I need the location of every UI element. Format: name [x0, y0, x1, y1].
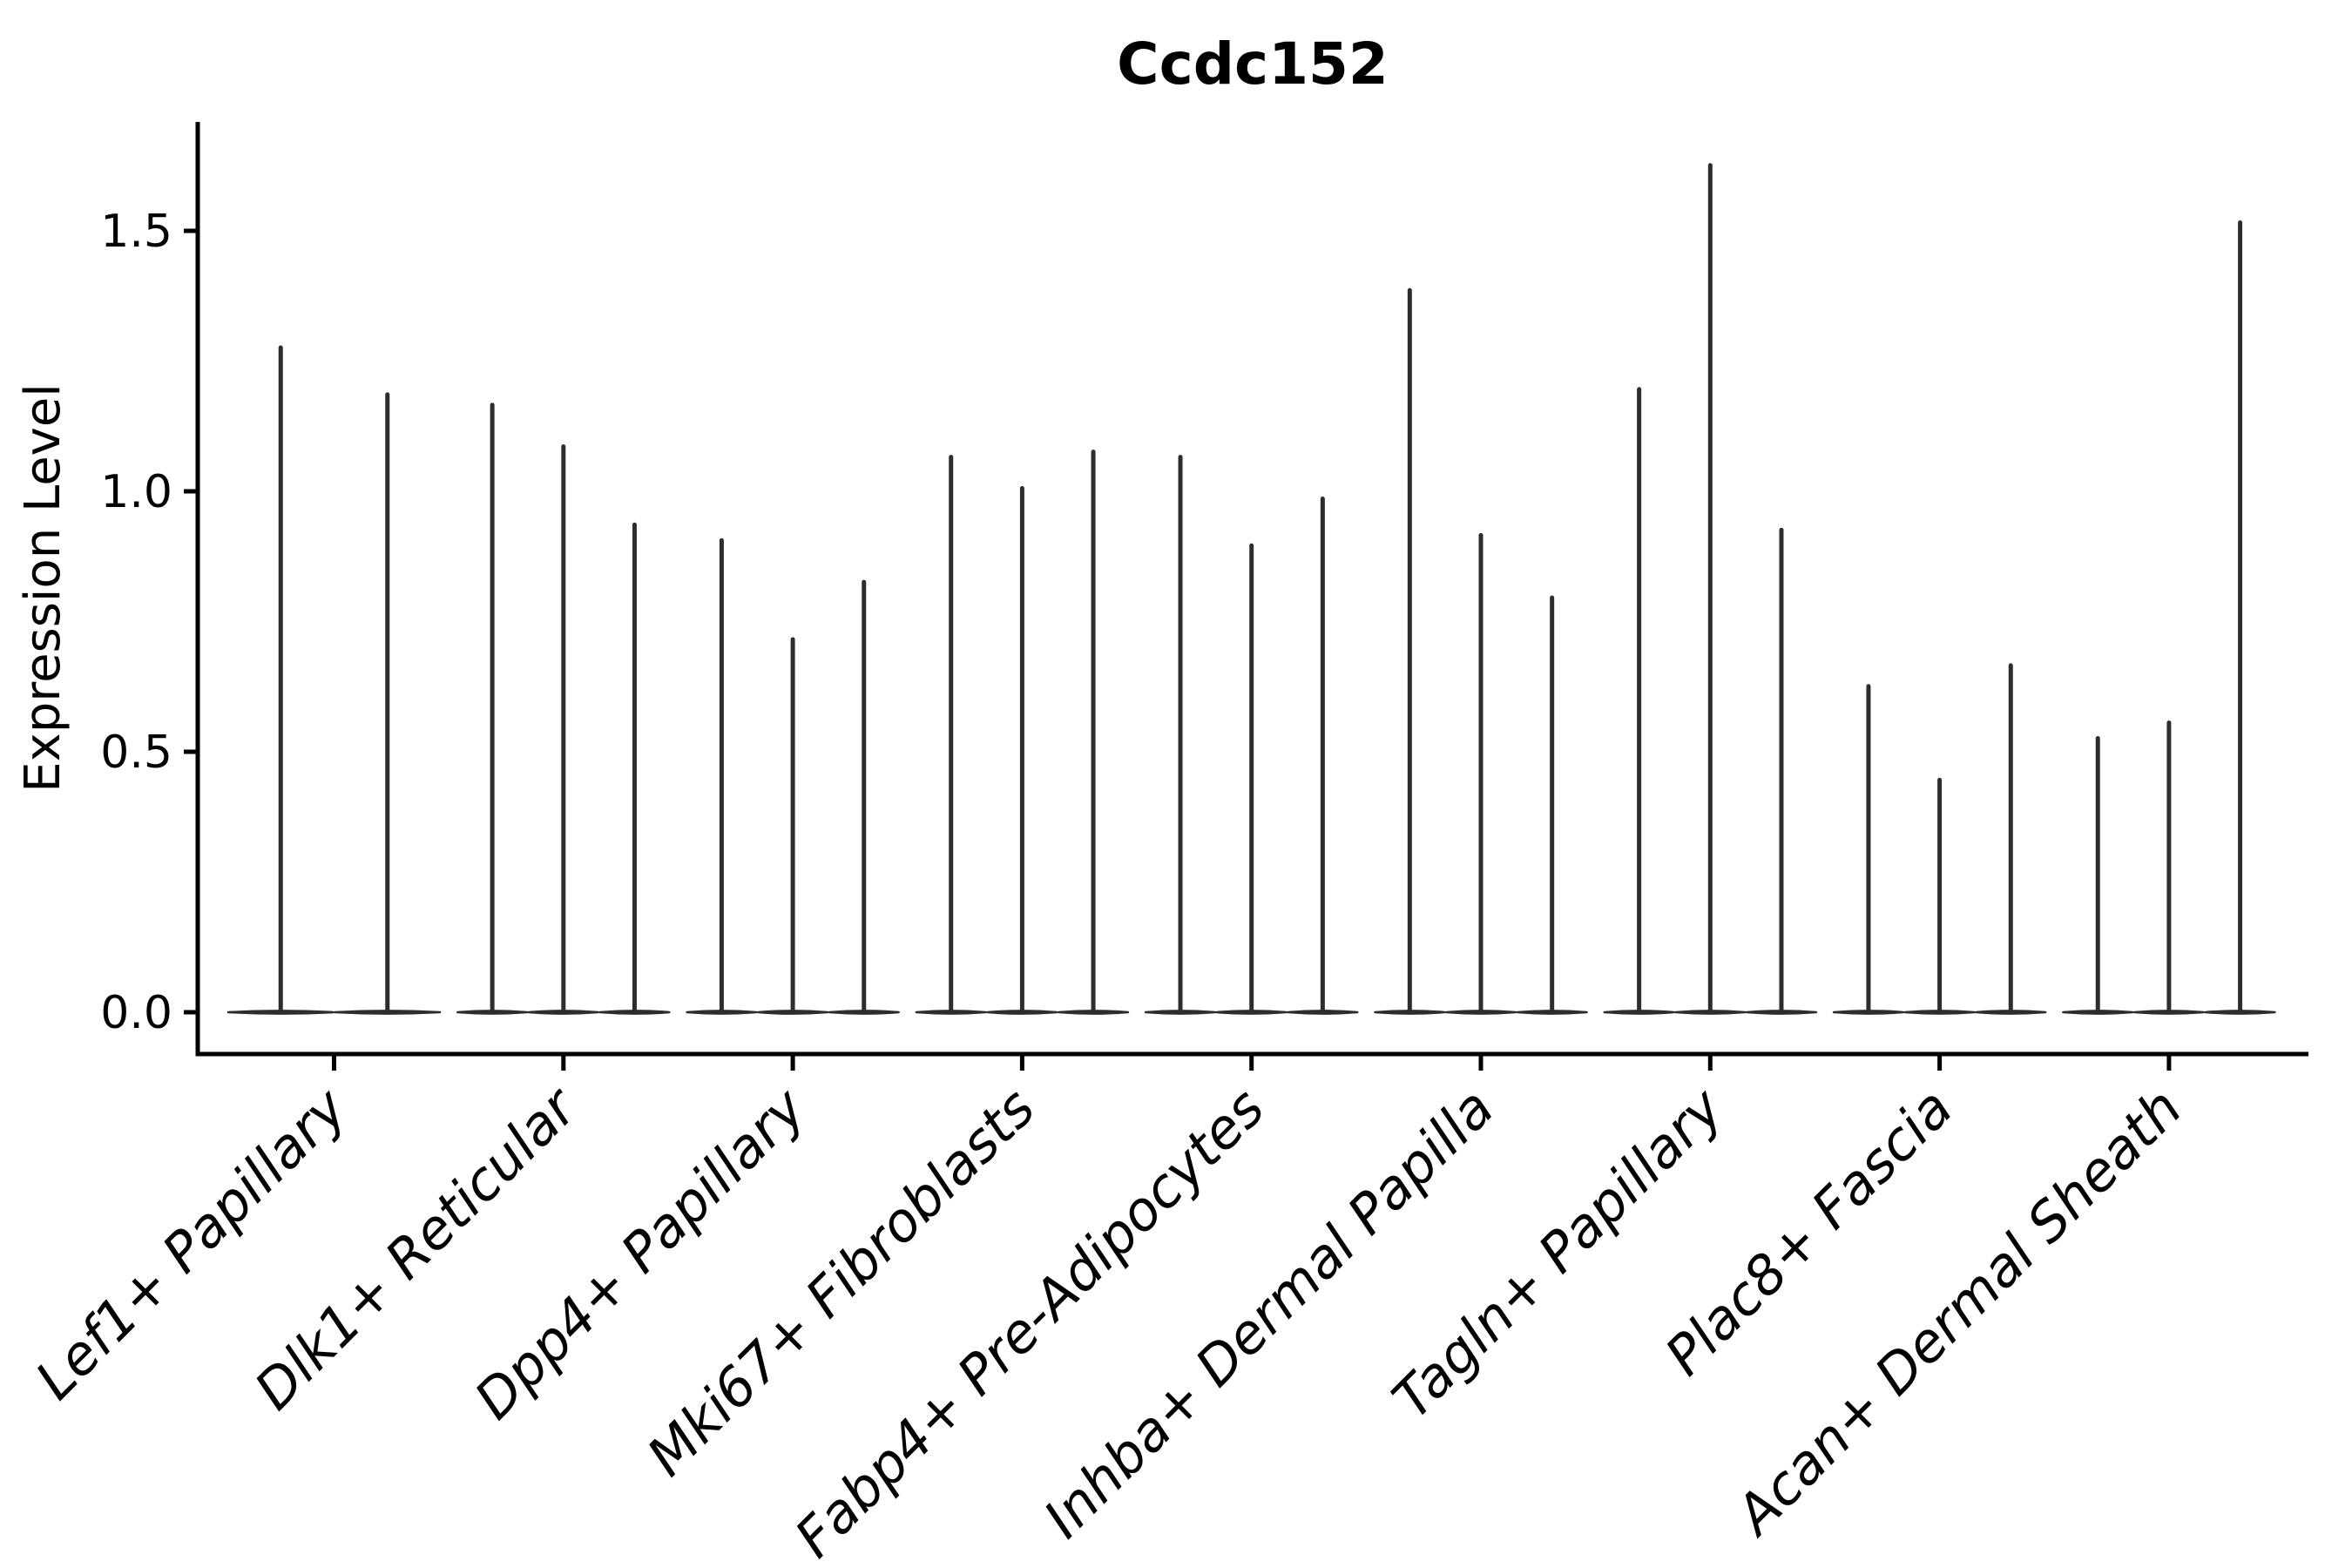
y-tick-label: 0.0: [100, 987, 172, 1039]
y-tick-label: 1.0: [100, 466, 172, 518]
axis-spines: [195, 122, 2308, 1057]
x-tick-label: Acan+ Dermal Sheath: [1721, 1076, 2194, 1549]
violin-group: [1832, 663, 2047, 1015]
x-tick-label: Fabp4+ Pre-Adipocytes: [782, 1076, 1276, 1568]
violin-group: [2062, 220, 2276, 1015]
y-tick-label: 0.5: [100, 727, 172, 779]
violin-group: [1144, 455, 1359, 1015]
violin-group: [1603, 163, 1818, 1015]
violin-group: [915, 449, 1130, 1015]
violin-group: [226, 345, 442, 1015]
x-tick-label: Inhba+ Dermal Papilla: [1031, 1076, 1505, 1550]
violin-group: [1374, 287, 1588, 1015]
chart-title: Ccdc152: [1117, 30, 1389, 98]
y-tick-label: 1.5: [100, 206, 172, 258]
y-axis-label: Expression Level: [15, 383, 71, 793]
violin-group: [456, 402, 671, 1015]
x-tick-label: Mki67+ Fibroblasts: [635, 1076, 1047, 1488]
violin-group: [686, 537, 900, 1015]
